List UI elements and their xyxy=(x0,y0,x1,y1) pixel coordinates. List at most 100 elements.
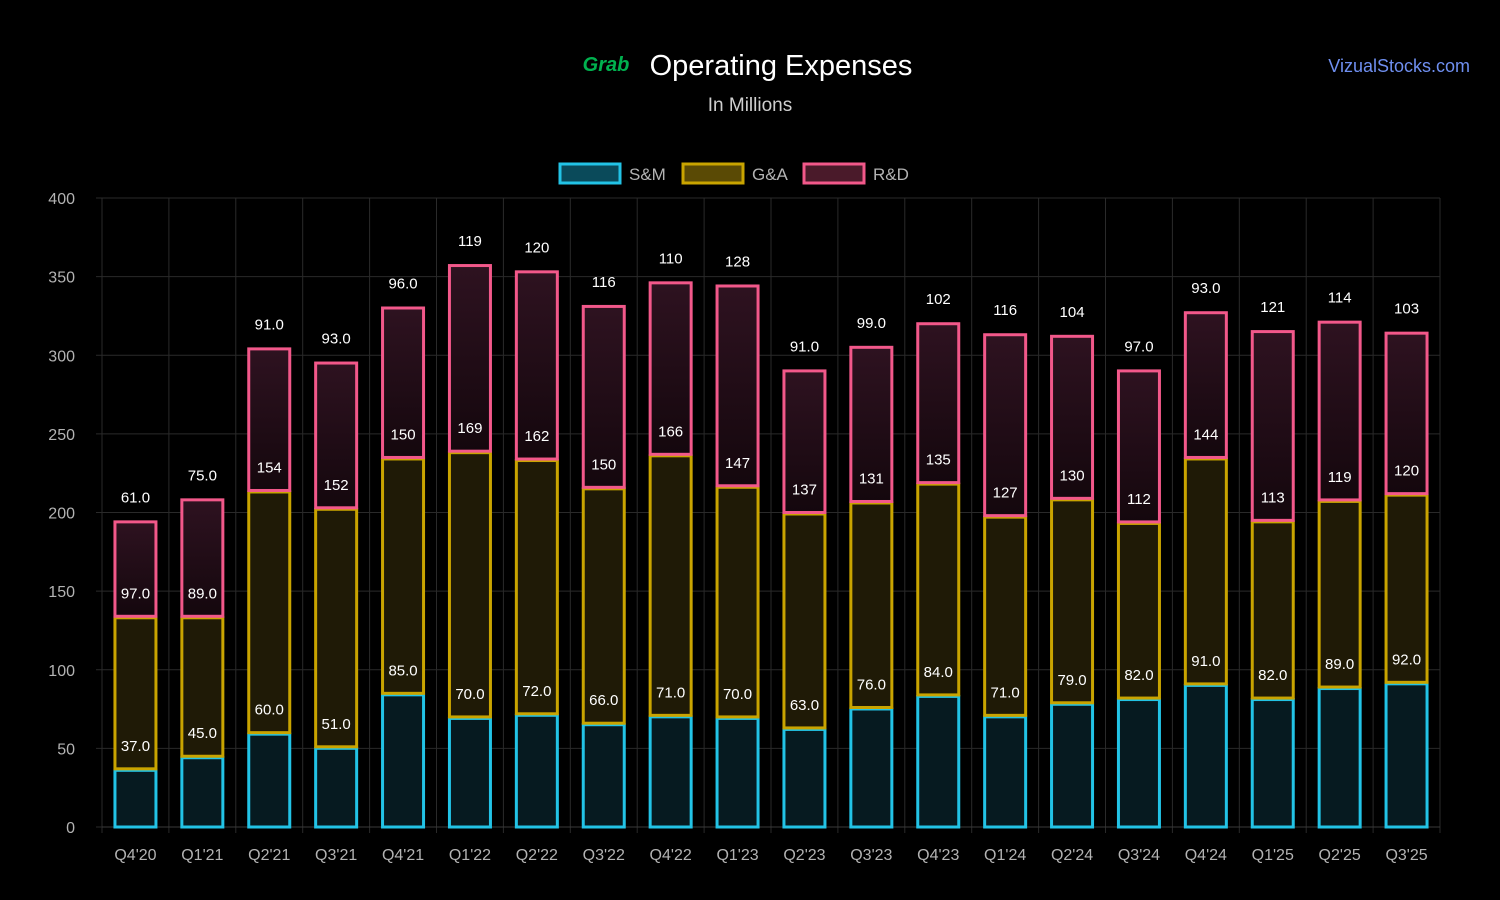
data-label: 166 xyxy=(658,423,683,440)
data-label: 114 xyxy=(1328,290,1352,307)
y-tick-label: 50 xyxy=(57,741,75,758)
chart-title: Operating Expenses xyxy=(650,50,913,82)
x-tick-label: Q1'21 xyxy=(181,847,223,864)
bars xyxy=(113,264,1429,829)
bar-segment-rd[interactable] xyxy=(782,369,827,514)
data-label: 91.0 xyxy=(255,316,284,333)
bar-segment-ga[interactable] xyxy=(715,485,760,719)
bar-segment-sm[interactable] xyxy=(447,716,492,829)
bar-segment-sm[interactable] xyxy=(782,727,827,829)
bar-segment-ga[interactable] xyxy=(113,616,158,771)
bar-segment-ga[interactable] xyxy=(983,515,1028,717)
bar-segment-rd[interactable] xyxy=(916,322,961,485)
y-tick-label: 250 xyxy=(48,427,75,444)
bar-segment-ga[interactable] xyxy=(447,451,492,719)
data-label: 51.0 xyxy=(322,716,351,733)
data-label: 93.0 xyxy=(1191,280,1220,297)
bar-segment-sm[interactable] xyxy=(1183,683,1228,829)
bar-segment-rd[interactable] xyxy=(983,333,1028,518)
legend-label[interactable]: R&D xyxy=(873,165,909,184)
data-label: 96.0 xyxy=(388,276,417,293)
data-label: 131 xyxy=(859,470,884,487)
bar-segment-rd[interactable] xyxy=(581,304,626,489)
y-tick-label: 350 xyxy=(48,270,75,287)
bar-segment-sm[interactable] xyxy=(180,756,225,829)
data-label: 71.0 xyxy=(991,684,1020,701)
bar-segment-rd[interactable] xyxy=(849,345,894,503)
bar-segment-sm[interactable] xyxy=(1384,682,1429,829)
data-label: 89.0 xyxy=(188,585,217,602)
bar-segment-rd[interactable] xyxy=(648,281,693,456)
data-label: 119 xyxy=(1328,469,1352,486)
bar-segment-ga[interactable] xyxy=(1050,498,1095,705)
legend-label[interactable]: S&M xyxy=(629,165,666,184)
grid xyxy=(96,197,1441,833)
data-label: 76.0 xyxy=(857,676,886,693)
data-label: 99.0 xyxy=(857,315,886,332)
bar-segment-ga[interactable] xyxy=(648,454,693,717)
bar-segment-ga[interactable] xyxy=(1183,457,1228,686)
data-label: 45.0 xyxy=(188,725,217,742)
bar-segment-sm[interactable] xyxy=(113,768,158,829)
bar-segment-ga[interactable] xyxy=(1384,493,1429,684)
data-label: 97.0 xyxy=(1124,338,1153,355)
data-label: 89.0 xyxy=(1325,656,1354,673)
data-label: 112 xyxy=(1127,491,1151,508)
data-label: 61.0 xyxy=(121,489,150,506)
bar-segment-ga[interactable] xyxy=(1317,499,1362,689)
grab-logo: Grab xyxy=(583,54,630,76)
x-tick-label: Q3'22 xyxy=(583,847,625,864)
bar-segment-sm[interactable] xyxy=(514,713,559,829)
bar-segment-sm[interactable] xyxy=(1317,687,1362,829)
bar-segment-sm[interactable] xyxy=(1250,698,1295,829)
bar-segment-ga[interactable] xyxy=(381,457,426,695)
bar-segment-sm[interactable] xyxy=(247,732,292,829)
bar-segment-rd[interactable] xyxy=(1183,311,1228,459)
data-label: 84.0 xyxy=(924,664,953,681)
bar-segment-ga[interactable] xyxy=(581,487,626,725)
bar-segment-rd[interactable] xyxy=(113,520,158,618)
bar-segment-sm[interactable] xyxy=(715,716,760,829)
bar-segment-rd[interactable] xyxy=(1050,334,1095,500)
bar-segment-sm[interactable] xyxy=(916,694,961,829)
bar-segment-ga[interactable] xyxy=(782,512,827,730)
bar-segment-rd[interactable] xyxy=(514,270,559,461)
bar-segment-sm[interactable] xyxy=(849,707,894,829)
data-label: 137 xyxy=(792,482,817,499)
bar-segment-sm[interactable] xyxy=(1116,698,1161,829)
bar-segment-ga[interactable] xyxy=(514,459,559,716)
bar-segment-sm[interactable] xyxy=(648,715,693,829)
bar-segment-sm[interactable] xyxy=(581,723,626,829)
bar-segment-sm[interactable] xyxy=(1050,702,1095,829)
bar-segment-rd[interactable] xyxy=(1250,330,1295,522)
bar-segment-rd[interactable] xyxy=(1384,331,1429,496)
x-tick-label: Q1'23 xyxy=(716,847,758,864)
bar-segment-rd[interactable] xyxy=(180,498,225,618)
bar-segment-rd[interactable] xyxy=(1317,320,1362,502)
bar-segment-rd[interactable] xyxy=(447,264,492,453)
bar-segment-rd[interactable] xyxy=(247,347,292,492)
data-label: 71.0 xyxy=(656,684,685,701)
bar-segment-ga[interactable] xyxy=(314,507,359,749)
data-label: 135 xyxy=(926,452,951,469)
data-label: 85.0 xyxy=(388,662,417,679)
data-label: 93.0 xyxy=(322,331,351,348)
bar-segment-rd[interactable] xyxy=(314,361,359,510)
bar-segment-ga[interactable] xyxy=(247,490,292,735)
data-label: 147 xyxy=(725,455,750,472)
legend-label[interactable]: G&A xyxy=(752,165,789,184)
bar-segment-rd[interactable] xyxy=(715,284,760,488)
bar-segment-sm[interactable] xyxy=(381,693,426,829)
bar-segment-rd[interactable] xyxy=(1116,369,1161,524)
data-label: 92.0 xyxy=(1392,651,1421,668)
data-label: 120 xyxy=(1394,463,1419,480)
data-label: 121 xyxy=(1260,299,1285,316)
watermark-link[interactable]: VizualStocks.com xyxy=(1328,56,1470,76)
bar-segment-rd[interactable] xyxy=(381,306,426,459)
data-label: 127 xyxy=(993,485,1018,502)
bar-segment-sm[interactable] xyxy=(314,746,359,829)
bar-segment-ga[interactable] xyxy=(1250,520,1295,700)
bar-segment-sm[interactable] xyxy=(983,715,1028,829)
data-label: 102 xyxy=(926,291,951,308)
